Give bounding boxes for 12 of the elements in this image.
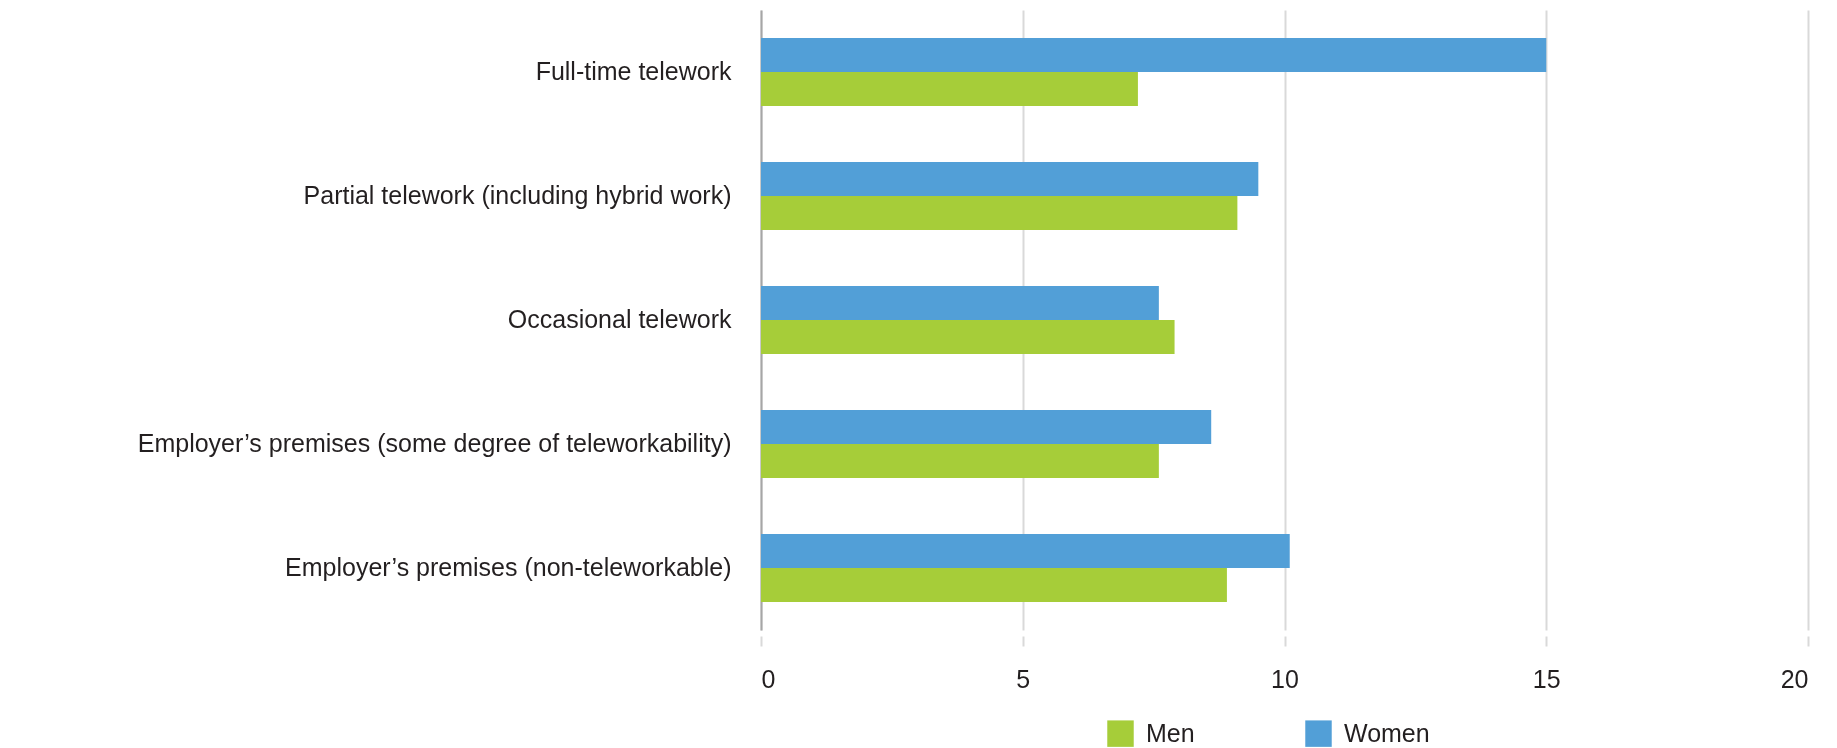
x-tick-label: 5 <box>1016 664 1031 693</box>
legend-label: Men <box>1146 718 1195 747</box>
x-tick-label: 10 <box>1271 664 1299 693</box>
x-tick-label: 0 <box>761 664 776 693</box>
y-tick-label: Occasional telework <box>507 305 732 333</box>
y-tick-label: Employer’s premises (some degree of teleworkability) <box>137 429 732 457</box>
x-tick-label: 15 <box>1532 664 1561 693</box>
legend-label: Women <box>1344 718 1430 747</box>
y-tick-label: Full-time telework <box>535 57 732 85</box>
y-tick-label: Partial telework (including hybrid work) <box>303 181 732 209</box>
x-tick-label: 20 <box>1780 664 1809 693</box>
y-tick-label: Employer’s premises (non-teleworkable) <box>285 553 732 581</box>
